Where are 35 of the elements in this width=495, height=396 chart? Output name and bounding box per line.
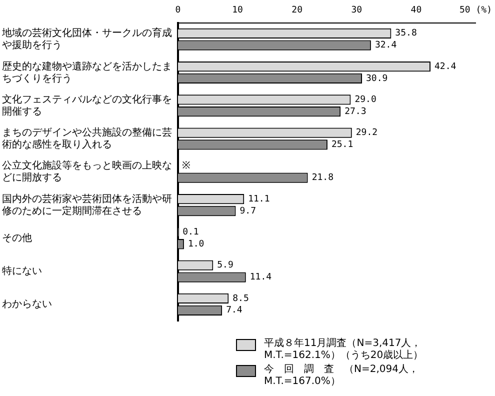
y-tick-label: 歴史的な建物や遺跡などを活かしたまちづくりを行う <box>2 60 172 84</box>
x-tick-label: 40 <box>410 6 422 16</box>
y-tick-label: 特にない <box>2 265 42 278</box>
legend-label: 今 回 調 査 （N=2,094人，M.T.=167.0%） <box>264 364 420 388</box>
data-label: 9.7 <box>240 206 256 216</box>
y-tick-label: 文化フェスティバルなどの文化行事を開催する <box>2 93 172 118</box>
data-label: 5.9 <box>217 260 234 271</box>
legend-label: 平成８年11月調査（N=3,417人，M.T.=162.1%）（うち20歳以上） <box>264 338 424 362</box>
y-tick-label: 国内外の芸術家や芸術団体を活動や研修のために一定期間滞在させる <box>2 192 172 217</box>
data-label: 32.4 <box>374 40 397 51</box>
data-label: 21.8 <box>312 173 334 184</box>
data-label: 8.5 <box>232 294 249 304</box>
data-label: 35.8 <box>395 28 417 39</box>
data-label: 42.4 <box>434 62 456 72</box>
data-label: 1.0 <box>188 239 204 250</box>
x-tick-label: 10 <box>232 6 243 16</box>
x-tick-label: 50 (%) <box>459 6 492 16</box>
y-tick-label: 地域の芸術文化団体・サークルの育成や援助を行う <box>1 27 172 52</box>
data-label: 25.1 <box>331 140 354 150</box>
annotation: ※ <box>182 160 190 172</box>
x-tick-label: 0 <box>175 6 181 16</box>
x-tick-label: 30 <box>351 6 362 16</box>
data-label: 7.4 <box>226 306 242 316</box>
y-tick-label: わからない <box>2 299 52 310</box>
data-label: 11.1 <box>248 194 270 204</box>
data-label: 30.9 <box>366 74 388 84</box>
data-label: 27.3 <box>344 106 366 117</box>
data-label: 29.0 <box>354 95 376 106</box>
data-label: 29.2 <box>356 128 378 138</box>
y-tick-label: その他 <box>2 232 32 244</box>
x-tick-label: 20 <box>292 6 303 16</box>
data-label: 0.1 <box>182 228 199 238</box>
y-tick-label: まちのデザインや公共施設の整備に芸術的な感性を取り入れる <box>2 126 172 151</box>
y-tick-label: 公立文化施設等をもっと映画の上映などに開放する <box>2 160 172 184</box>
data-label: 11.4 <box>250 272 272 283</box>
